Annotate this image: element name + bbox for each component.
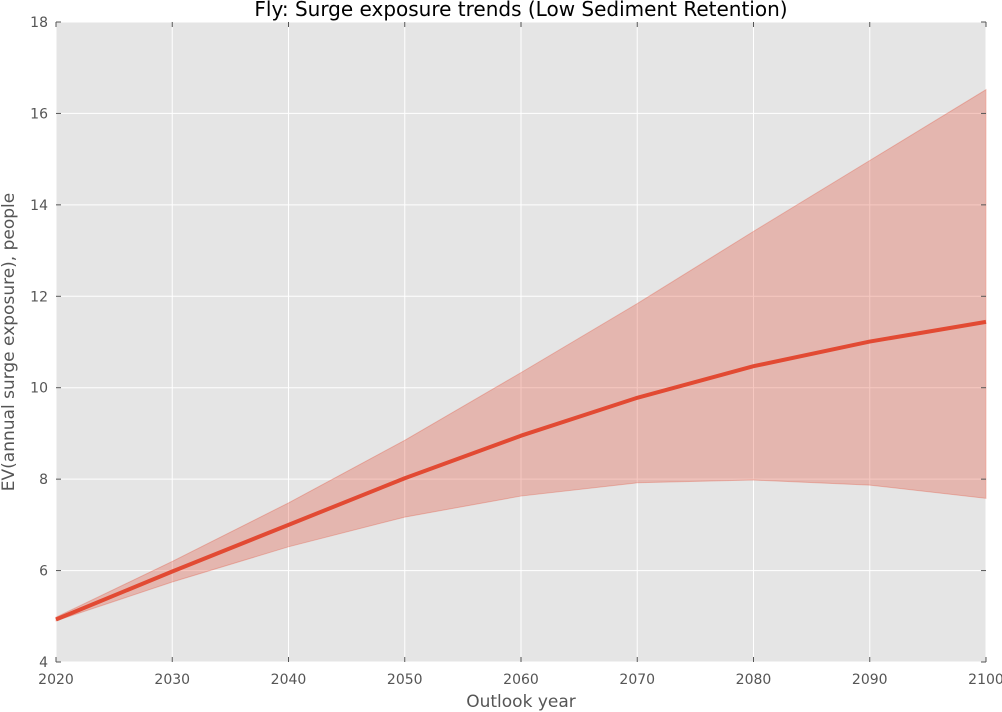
- y-tick-label: 14: [30, 198, 48, 214]
- x-tick-label: 2050: [387, 672, 423, 688]
- y-tick-label: 10: [30, 381, 48, 397]
- series-line: [55, 319, 987, 622]
- axis-ticks: 2020 2030 2040 2050 2060 2070 2080 2090 2100 4 6 8 1…: [30, 15, 1002, 688]
- x-tick-label: 2080: [736, 672, 772, 688]
- x-tick-label: 2040: [271, 672, 307, 688]
- y-tick-label: 4: [39, 655, 48, 671]
- x-tick-label: 2060: [503, 672, 539, 688]
- y-axis-label: EV(annual surge exposure), people: [0, 193, 19, 491]
- y-tick-label: 12: [30, 289, 48, 305]
- x-tick-label: 2020: [38, 672, 74, 688]
- y-tick-label: 8: [39, 472, 48, 488]
- x-tick-label: 2100: [968, 672, 1002, 688]
- x-tick-label: 2090: [852, 672, 888, 688]
- y-tick-label: 16: [30, 106, 48, 122]
- y-tick-label: 6: [39, 564, 48, 580]
- chart-title: Fly: Surge exposure trends (Low Sediment…: [254, 0, 787, 21]
- x-tick-label: 2070: [619, 672, 655, 688]
- y-tick-label: 18: [30, 15, 48, 31]
- x-tick-label: 2030: [154, 672, 190, 688]
- x-axis-label: Outlook year: [466, 692, 576, 712]
- series-line-layer: [55, 319, 987, 622]
